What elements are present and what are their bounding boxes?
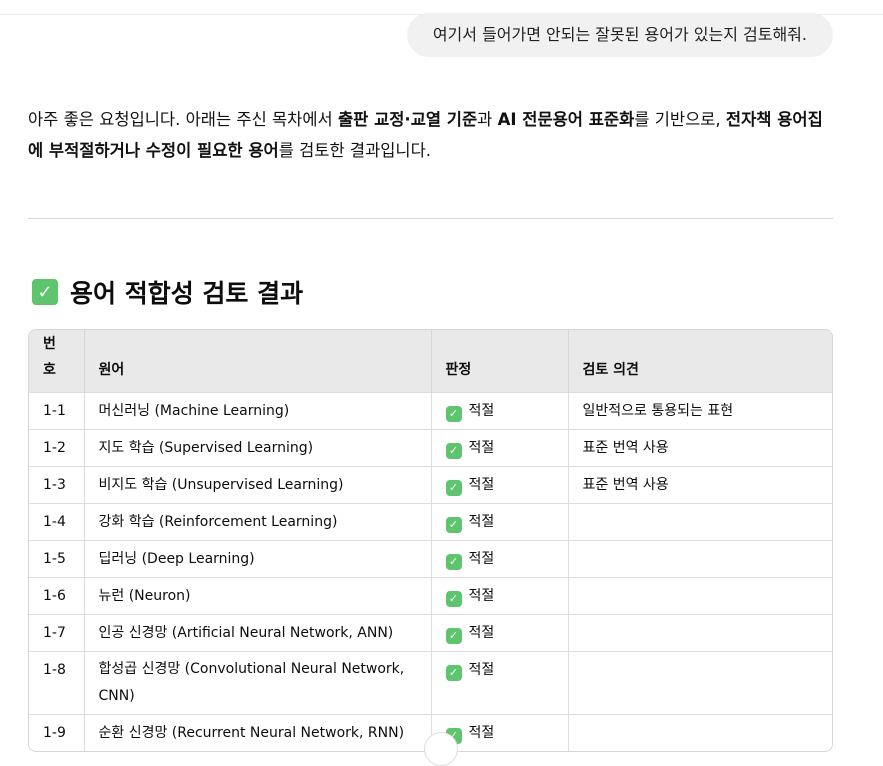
table-header-row: 번호 원어 판정 검토 의견 [29, 330, 832, 392]
check-icon: ✓ [445, 405, 462, 422]
header-term: 원어 [84, 330, 432, 392]
bold-phrase: AI 전문용어 표준화 [497, 110, 635, 129]
row-number: 1-5 [29, 539, 85, 577]
row-term: 비지도 학습 (Unsupervised Learning) [84, 465, 432, 503]
verdict-text: 적절 [468, 476, 495, 493]
row-verdict: ✓ 적절 [431, 428, 569, 466]
header-number-text: 번호 [43, 335, 56, 378]
verdict-text: 적절 [468, 550, 495, 567]
verdict-text: 적절 [468, 661, 495, 678]
section-divider [28, 218, 833, 219]
row-comment [568, 713, 832, 751]
row-term: 합성곱 신경망 (Convolutional Neural Network, C… [84, 650, 432, 714]
header-comment: 검토 의견 [568, 330, 832, 392]
row-verdict: ✓ 적절 [431, 539, 569, 577]
row-number: 1-9 [29, 713, 85, 751]
row-term: 머신러닝 (Machine Learning) [84, 391, 432, 429]
row-verdict: ✓ 적절 [431, 502, 569, 540]
row-comment [568, 539, 832, 577]
verdict-text: 적절 [468, 624, 495, 641]
row-number: 1-6 [29, 576, 85, 614]
table-row: 1-5 딥러닝 (Deep Learning) ✓ 적절 [29, 539, 832, 577]
check-icon: ✓ [445, 442, 462, 459]
row-term: 인공 신경망 (Artificial Neural Network, ANN) [84, 613, 432, 651]
green-check-box-icon: ✓ [32, 279, 58, 305]
scroll-down-button[interactable] [424, 732, 458, 766]
row-term: 뉴런 (Neuron) [84, 576, 432, 614]
row-term: 지도 학습 (Supervised Learning) [84, 428, 432, 466]
text-run: 를 검토한 결과입니다. [278, 141, 432, 160]
verdict-text: 적절 [468, 439, 495, 456]
verdict-text: 적절 [468, 513, 495, 530]
row-comment [568, 576, 832, 614]
response-intro: 아주 좋은 요청입니다. 아래는 주신 목차에서 출판 교정·교열 기준과 AI… [28, 104, 833, 166]
bold-phrase: 출판 교정·교열 기준 [337, 110, 478, 129]
table-row: 1-4 강화 학습 (Reinforcement Learning) ✓ 적절 [29, 502, 832, 540]
check-icon: ✓ [445, 516, 462, 533]
table-row: 1-8 합성곱 신경망 (Convolutional Neural Networ… [29, 650, 832, 714]
table-row: 1-3 비지도 학습 (Unsupervised Learning) ✓ 적절 표… [29, 465, 832, 503]
check-icon: ✓ [445, 627, 462, 644]
check-icon: ✓ [445, 664, 462, 681]
row-verdict: ✓ 적절 [431, 465, 569, 503]
verdict-text: 적절 [468, 587, 495, 604]
row-number: 1-3 [29, 465, 85, 503]
text-run: 아주 좋은 요청입니다. 아래는 주신 목차에서 [28, 110, 338, 129]
row-comment: 표준 번역 사용 [568, 428, 832, 466]
row-number: 1-8 [29, 650, 85, 714]
verdict-text: 적절 [468, 724, 495, 741]
row-comment [568, 650, 832, 714]
row-verdict: ✓ 적절 [431, 391, 569, 429]
heading-text: 용어 적합성 검토 결과 [70, 279, 304, 308]
verdict-text: 적절 [468, 402, 495, 419]
text-run: 를 기반으로, [634, 110, 726, 129]
row-verdict: ✓ 적절 [431, 613, 569, 651]
row-number: 1-2 [29, 428, 85, 466]
row-comment [568, 613, 832, 651]
row-term: 강화 학습 (Reinforcement Learning) [84, 502, 432, 540]
table-row: 1-7 인공 신경망 (Artificial Neural Network, A… [29, 613, 832, 651]
user-message-bubble: 여기서 들어가면 안되는 잘못된 용어가 있는지 검토해줘. [406, 13, 833, 57]
row-number: 1-7 [29, 613, 85, 651]
check-icon: ✓ [445, 590, 462, 607]
row-number: 1-1 [29, 391, 85, 429]
header-number: 번호 [29, 330, 85, 392]
text-run: 과 [477, 110, 498, 129]
row-number: 1-4 [29, 502, 85, 540]
bold-phrase: 전자책 용어집에 부적절하거나 수정이 필요한 용어 [28, 110, 823, 160]
row-comment [568, 502, 832, 540]
section-heading: ✓ 용어 적합성 검토 결과 [32, 274, 303, 310]
table-row: 1-2 지도 학습 (Supervised Learning) ✓ 적절 표준 번… [29, 428, 832, 466]
check-icon: ✓ [445, 479, 462, 496]
row-verdict: ✓ 적절 [431, 650, 569, 714]
row-comment: 표준 번역 사용 [568, 465, 832, 503]
table-row: 1-6 뉴런 (Neuron) ✓ 적절 [29, 576, 832, 614]
row-verdict: ✓ 적절 [431, 576, 569, 614]
row-comment: 일반적으로 통용되는 표현 [568, 391, 832, 429]
row-term: 순환 신경망 (Recurrent Neural Network, RNN) [84, 713, 432, 751]
check-icon: ✓ [445, 553, 462, 570]
table-row: 1-1 머신러닝 (Machine Learning) ✓ 적절 일반적으로 통용… [29, 391, 832, 429]
header-verdict: 판정 [431, 330, 569, 392]
review-table: 번호 원어 판정 검토 의견 1-1 머신러닝 (Machine Learnin… [28, 329, 833, 752]
row-term: 딥러닝 (Deep Learning) [84, 539, 432, 577]
